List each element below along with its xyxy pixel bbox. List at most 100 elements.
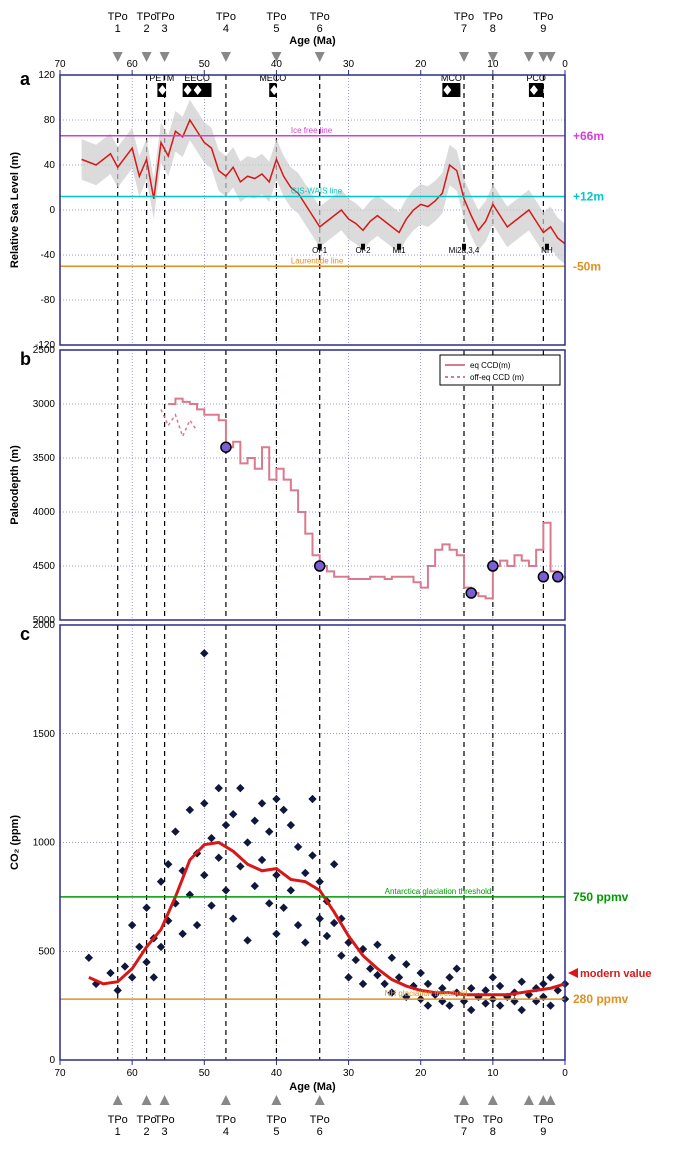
ytick-label: -40 (41, 250, 56, 261)
co2-scatter-point (258, 799, 266, 807)
tpo-arrow-down (142, 52, 152, 62)
co2-scatter-point (244, 936, 252, 944)
co2-scatter-point (547, 973, 555, 981)
co2-scatter-point (200, 799, 208, 807)
modern-value-arrow (568, 968, 578, 978)
co2-scatter-point (301, 869, 309, 877)
co2-scatter-point (258, 856, 266, 864)
co2-scatter-point (244, 839, 252, 847)
co2-scatter-point (301, 939, 309, 947)
co2-scatter-point (229, 810, 237, 818)
bottom-event-label: Mi1 (393, 246, 406, 255)
co2-scatter-point (236, 784, 244, 792)
co2-scatter-point (309, 852, 317, 860)
ccd-marker (553, 572, 563, 582)
co2-scatter-point (107, 969, 115, 977)
panel-letter-b: b (20, 349, 31, 369)
co2-scatter-point (388, 954, 396, 962)
tick-label: 50 (199, 59, 211, 70)
co2-scatter-point (128, 921, 136, 929)
ccd-marker (315, 561, 325, 571)
panel-letter-a: a (20, 69, 31, 89)
ylabel-b: Paleodepth (m) (9, 445, 21, 525)
axis-bottom-label: Age (Ma) (289, 1081, 336, 1093)
co2-scatter-point (215, 854, 223, 862)
tpo-top-label: 5 (273, 23, 279, 35)
co2-scatter-point (208, 902, 216, 910)
co2-scatter-point (157, 878, 165, 886)
ccd-marker (466, 588, 476, 598)
tpo-top-label: 8 (490, 23, 496, 35)
axis-top-label: Age (Ma) (289, 35, 336, 47)
co2-scatter-point (467, 984, 475, 992)
co2-scatter-point (265, 899, 273, 907)
tpo-bottom-label: 9 (540, 1126, 546, 1138)
ccd-dashed (161, 409, 197, 436)
co2-trend (89, 843, 565, 995)
modern-value-label: modern value (580, 968, 652, 980)
co2-scatter-point (323, 932, 331, 940)
co2-scatter-point (200, 649, 208, 657)
tpo-top-label: 9 (540, 23, 546, 35)
ytick-label: 3000 (33, 399, 56, 410)
tick-label: 30 (343, 1068, 355, 1079)
co2-scatter-point (272, 795, 280, 803)
bottom-event-label: NH (541, 246, 553, 255)
co2-scatter-point (222, 886, 230, 894)
co2-scatter-point (186, 806, 194, 814)
co2-scatter-point (417, 969, 425, 977)
co2-scatter-point (467, 1006, 475, 1014)
ylabel-a: Relative Sea Level (m) (9, 152, 21, 269)
tpo-arrow-down (315, 52, 325, 62)
co2-scatter-point (424, 1002, 432, 1010)
ytick-label: 2000 (33, 620, 56, 631)
ref-line-value: 750 ppmv (573, 890, 629, 904)
ytick-label: 4000 (33, 507, 56, 518)
ref-line-value: 280 ppmv (573, 992, 629, 1006)
tpo-bottom-label: 5 (273, 1126, 279, 1138)
ref-line-label: GIS-WAIS line (291, 187, 343, 196)
tpo-arrow-down (459, 52, 469, 62)
tpo-top-label: TPo (310, 11, 330, 23)
co2-scatter-point (222, 821, 230, 829)
tpo-top-label: TPo (216, 11, 236, 23)
tpo-bottom-label: TPo (310, 1114, 330, 1126)
ytick-label: 4500 (33, 561, 56, 572)
co2-scatter-point (402, 960, 410, 968)
co2-scatter-point (518, 1006, 526, 1014)
tpo-top-label: TPo (266, 11, 286, 23)
co2-scatter-point (265, 828, 273, 836)
legend-solid: eq CCD(m) (470, 361, 511, 370)
ref-line-label: NH glaciation threshold (385, 989, 468, 998)
co2-scatter-point (352, 956, 360, 964)
tpo-top-label: TPo (108, 11, 128, 23)
tpo-top-label: 4 (223, 23, 229, 35)
tpo-bottom-label: 7 (461, 1126, 467, 1138)
tpo-arrow-down (113, 52, 123, 62)
bottom-event-label: Oi-2 (355, 246, 371, 255)
tpo-bottom-label: TPo (483, 1114, 503, 1126)
co2-scatter-point (135, 943, 143, 951)
co2-scatter-point (164, 860, 172, 868)
tpo-top-label: 2 (144, 23, 150, 35)
tpo-bottom-label: 2 (144, 1126, 150, 1138)
ccd-marker (488, 561, 498, 571)
tpo-bottom-label: 1 (115, 1126, 121, 1138)
tpo-top-label: 1 (115, 23, 121, 35)
co2-scatter-point (337, 952, 345, 960)
co2-scatter-point (446, 1002, 454, 1010)
tick-label: 20 (415, 1068, 427, 1079)
tpo-bottom-label: 3 (162, 1126, 168, 1138)
tpo-arrow-down (160, 52, 170, 62)
co2-scatter-point (489, 973, 497, 981)
tpo-arrow-down (221, 52, 231, 62)
tpo-top-label: 6 (317, 23, 323, 35)
tpo-top-label: 3 (162, 23, 168, 35)
tpo-top-label: TPo (533, 11, 553, 23)
co2-scatter-point (171, 828, 179, 836)
co2-scatter-point (121, 962, 129, 970)
tpo-bottom-label: TPo (533, 1114, 553, 1126)
tpo-bottom-label: 6 (317, 1126, 323, 1138)
ref-line-value: -50m (573, 259, 601, 273)
bottom-event-label: Mi2a,3,4 (449, 246, 480, 255)
